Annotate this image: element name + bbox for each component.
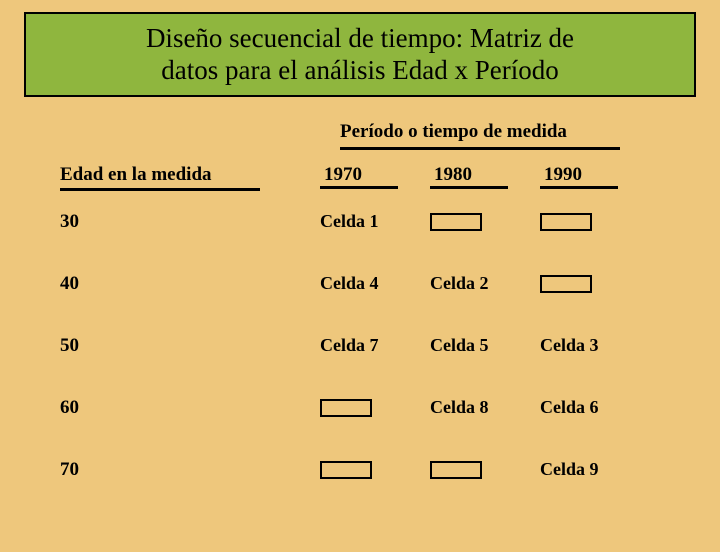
empty-box-icon — [430, 213, 482, 231]
col-header-rule — [430, 186, 508, 189]
col-header-label: 1970 — [320, 164, 430, 186]
row-header-cell: Edad en la medida — [60, 164, 320, 191]
empty-box-icon — [540, 213, 592, 231]
cell-text: Celda 6 — [540, 397, 599, 418]
cell-text: Celda 4 — [320, 273, 379, 294]
period-header-rule — [340, 147, 620, 150]
period-header: Período o tiempo de medida — [340, 121, 680, 143]
cell-70-1980 — [430, 439, 540, 501]
col-header-1970: 1970 — [320, 164, 430, 191]
cell-40-1980: Celda 2 — [430, 253, 540, 315]
cell-30-1980 — [430, 191, 540, 253]
cell-text: Celda 8 — [430, 397, 489, 418]
cell-text: Celda 2 — [430, 273, 489, 294]
cell-40-1970: Celda 4 — [320, 253, 430, 315]
data-grid: Edad en la medida 1970 1980 1990 30 Celd… — [60, 164, 680, 501]
cell-50-1980: Celda 5 — [430, 315, 540, 377]
title-line-1: Diseño secuencial de tiempo: Matriz de — [46, 22, 674, 54]
cell-70-1990: Celda 9 — [540, 439, 650, 501]
cell-50-1990: Celda 3 — [540, 315, 650, 377]
content-area: Período o tiempo de medida Edad en la me… — [0, 97, 720, 501]
empty-box-icon — [320, 461, 372, 479]
cell-text: Celda 9 — [540, 459, 599, 480]
cell-text: Celda 1 — [320, 211, 379, 232]
cell-40-1990 — [540, 253, 650, 315]
cell-50-1970: Celda 7 — [320, 315, 430, 377]
age-label-60: 60 — [60, 377, 320, 439]
cell-60-1970 — [320, 377, 430, 439]
col-header-label: 1980 — [430, 164, 540, 186]
title-box: Diseño secuencial de tiempo: Matriz de d… — [24, 12, 696, 97]
cell-60-1990: Celda 6 — [540, 377, 650, 439]
title-line-2: datos para el análisis Edad x Período — [46, 54, 674, 86]
empty-box-icon — [540, 275, 592, 293]
age-label-50: 50 — [60, 315, 320, 377]
empty-box-icon — [320, 399, 372, 417]
col-header-rule — [320, 186, 398, 189]
age-label-40: 40 — [60, 253, 320, 315]
cell-70-1970 — [320, 439, 430, 501]
col-header-1990: 1990 — [540, 164, 650, 191]
cell-30-1970: Celda 1 — [320, 191, 430, 253]
col-header-rule — [540, 186, 618, 189]
col-header-label: 1990 — [540, 164, 650, 186]
age-label-30: 30 — [60, 191, 320, 253]
cell-text: Celda 3 — [540, 335, 599, 356]
col-header-1980: 1980 — [430, 164, 540, 191]
cell-60-1980: Celda 8 — [430, 377, 540, 439]
cell-text: Celda 5 — [430, 335, 489, 356]
cell-30-1990 — [540, 191, 650, 253]
age-label-70: 70 — [60, 439, 320, 501]
cell-text: Celda 7 — [320, 335, 379, 356]
empty-box-icon — [430, 461, 482, 479]
row-header-label: Edad en la medida — [60, 164, 320, 188]
